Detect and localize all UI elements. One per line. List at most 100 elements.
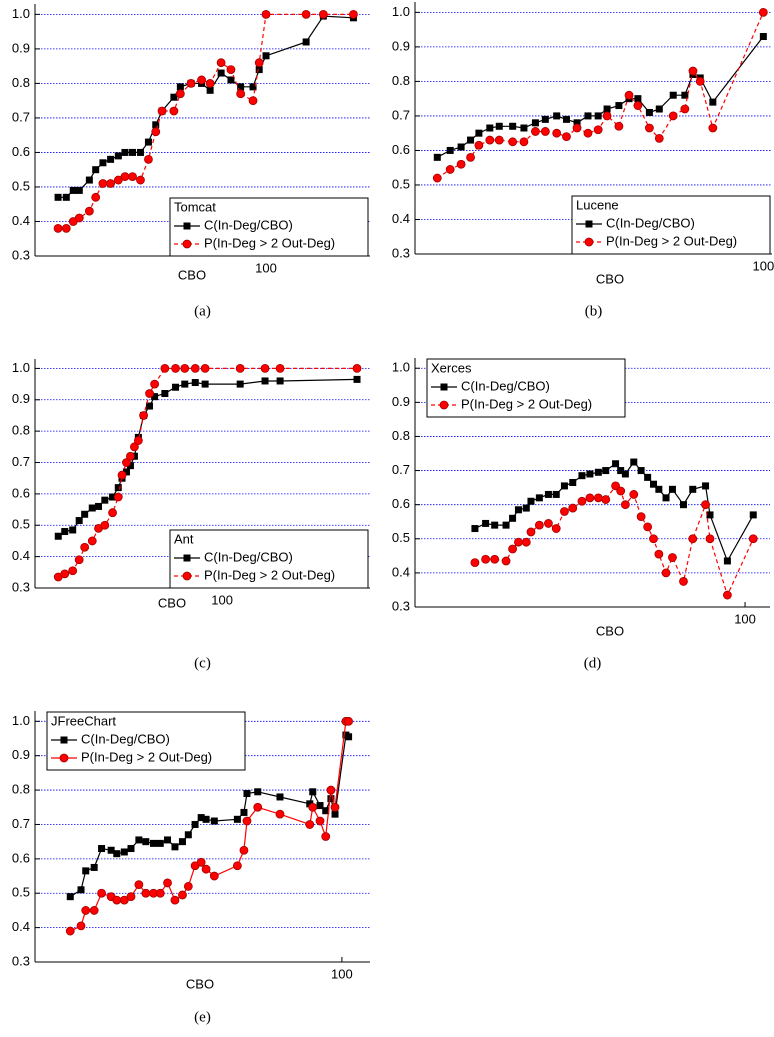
- data-point: [120, 172, 130, 182]
- data-point: [129, 148, 137, 156]
- y-tick-label: 1.0: [12, 713, 30, 728]
- legend-label: C(In-Deg/CBO): [81, 731, 170, 746]
- data-point: [531, 127, 540, 136]
- data-point: [615, 102, 623, 110]
- legend-box: [571, 195, 771, 255]
- data-point: [662, 494, 670, 502]
- data-point: [603, 105, 611, 113]
- data-point: [146, 402, 154, 410]
- data-point: [98, 845, 106, 853]
- data-point: [643, 522, 653, 532]
- data-point: [120, 848, 128, 856]
- y-tick-label: 0.4: [12, 548, 30, 563]
- data-point: [91, 192, 101, 202]
- data-point: [190, 364, 200, 373]
- data-point: [69, 526, 77, 534]
- data-point: [122, 468, 130, 476]
- data-point: [139, 411, 148, 420]
- x-axis-label: CBO: [186, 976, 214, 991]
- data-point: [61, 528, 69, 536]
- chart-panel: 0.3 0.4 0.5 0.6 0.7 0.8 0.9 1.0 100 CBO (c) Ant C(In…: [12, 359, 370, 671]
- data-point: [98, 179, 108, 188]
- data-point: [302, 38, 310, 46]
- y-tick-label: 0.7: [392, 107, 410, 122]
- data-point: [62, 193, 70, 201]
- data-point: [644, 123, 654, 133]
- data-point: [519, 137, 529, 147]
- legend-title: Xerces: [431, 360, 472, 375]
- data-point: [709, 98, 717, 106]
- data-point: [77, 886, 85, 894]
- series-line: [57, 378, 358, 537]
- data-point: [227, 76, 235, 84]
- data-point: [75, 186, 83, 194]
- data-point: [668, 485, 676, 493]
- data-point: [315, 816, 325, 826]
- data-point: [107, 155, 115, 163]
- data-point: [583, 128, 593, 138]
- data-point: [309, 788, 317, 796]
- data-point: [113, 492, 123, 502]
- data-point: [636, 512, 646, 522]
- y-tick-label: 0.7: [12, 109, 30, 124]
- y-tick-label: 0.5: [12, 885, 30, 900]
- legend-marker: [584, 237, 594, 247]
- y-tick-label: 0.4: [392, 564, 410, 579]
- data-point: [723, 557, 731, 565]
- data-point: [495, 122, 503, 130]
- data-point: [68, 566, 78, 576]
- y-tick-label: 0.5: [392, 530, 410, 545]
- legend-marker: [60, 736, 68, 744]
- y-tick-label: 1.0: [392, 360, 410, 375]
- data-point: [232, 861, 242, 871]
- y-tick-label: 0.6: [392, 142, 410, 157]
- y-tick-label: 0.4: [392, 211, 410, 226]
- x-tick-label: 100: [752, 258, 774, 273]
- y-tick-label: 0.8: [12, 423, 30, 438]
- data-point: [486, 124, 494, 132]
- y-tick-label: 0.3: [12, 579, 30, 594]
- data-point: [759, 33, 767, 41]
- data-point: [201, 864, 211, 874]
- data-point: [327, 795, 335, 803]
- data-point: [121, 148, 129, 156]
- legend-marker: [439, 400, 449, 410]
- data-point: [114, 152, 122, 160]
- data-point: [201, 380, 209, 388]
- data-point: [181, 380, 189, 388]
- data-point: [508, 544, 517, 554]
- y-tick-label: 0.6: [12, 485, 30, 500]
- data-point: [260, 364, 270, 373]
- data-point: [142, 838, 150, 846]
- data-point: [624, 90, 634, 100]
- y-tick-label: 0.6: [392, 496, 410, 511]
- data-point: [145, 389, 154, 398]
- data-point: [107, 846, 115, 854]
- data-point: [645, 108, 653, 116]
- data-point: [114, 484, 122, 492]
- data-point: [614, 121, 624, 131]
- data-point: [681, 91, 689, 99]
- data-point: [501, 556, 511, 566]
- data-point: [84, 206, 94, 216]
- data-point: [170, 93, 178, 101]
- data-point: [95, 502, 103, 510]
- data-point: [668, 111, 678, 121]
- data-point: [553, 112, 561, 120]
- data-point: [255, 66, 263, 74]
- data-point: [593, 125, 603, 135]
- data-point: [276, 793, 284, 801]
- y-tick-label: 0.7: [12, 454, 30, 469]
- data-point: [534, 520, 544, 530]
- data-point: [191, 379, 199, 387]
- data-point: [134, 880, 144, 890]
- data-point: [262, 52, 270, 60]
- data-point: [578, 472, 586, 480]
- legend-marker: [182, 571, 192, 581]
- data-point: [81, 906, 91, 915]
- data-point: [466, 152, 475, 162]
- data-point: [80, 542, 90, 552]
- data-point: [522, 504, 530, 512]
